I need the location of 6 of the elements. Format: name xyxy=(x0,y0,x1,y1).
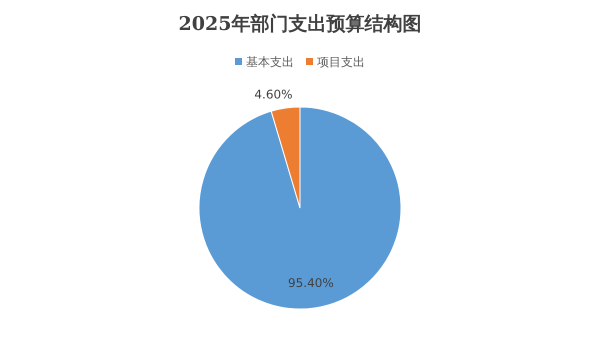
data-label: 4.60% xyxy=(254,87,292,102)
data-label: 95.40% xyxy=(288,276,334,290)
chart-title: 2025年部门支出预算结构图 xyxy=(178,13,422,35)
legend-label: 基本支出 xyxy=(246,55,294,70)
pie-slice xyxy=(198,106,402,310)
legend-label: 项目支出 xyxy=(317,55,365,70)
